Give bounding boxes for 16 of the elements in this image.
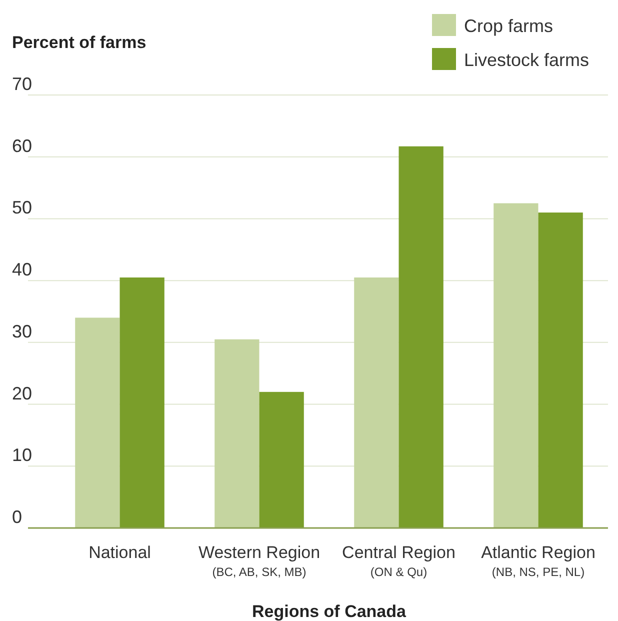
y-axis-title: Percent of farms bbox=[12, 33, 146, 52]
y-tick-label: 50 bbox=[12, 198, 32, 218]
legend-label: Livestock farms bbox=[464, 50, 590, 70]
y-tick-label: 60 bbox=[12, 136, 32, 156]
y-tick-label: 20 bbox=[12, 383, 32, 404]
legend-label: Crop farms bbox=[464, 16, 554, 36]
y-tick-label: 70 bbox=[12, 74, 32, 94]
x-tick-label: National bbox=[88, 543, 151, 562]
x-tick-label: Central Region (ON & Qu) bbox=[342, 543, 456, 579]
x-axis-title: Regions of Canada bbox=[252, 602, 407, 621]
y-tick-label: 30 bbox=[12, 321, 32, 342]
y-tick-label: 40 bbox=[12, 260, 32, 280]
x-tick-label: Western Region (BC, AB, SK, MB) bbox=[198, 543, 320, 579]
y-tick-label: 10 bbox=[12, 445, 32, 466]
x-tick-label: Atlantic Region (NB, NS, PE, NL) bbox=[481, 543, 596, 579]
y-tick-label: 0 bbox=[12, 507, 22, 527]
